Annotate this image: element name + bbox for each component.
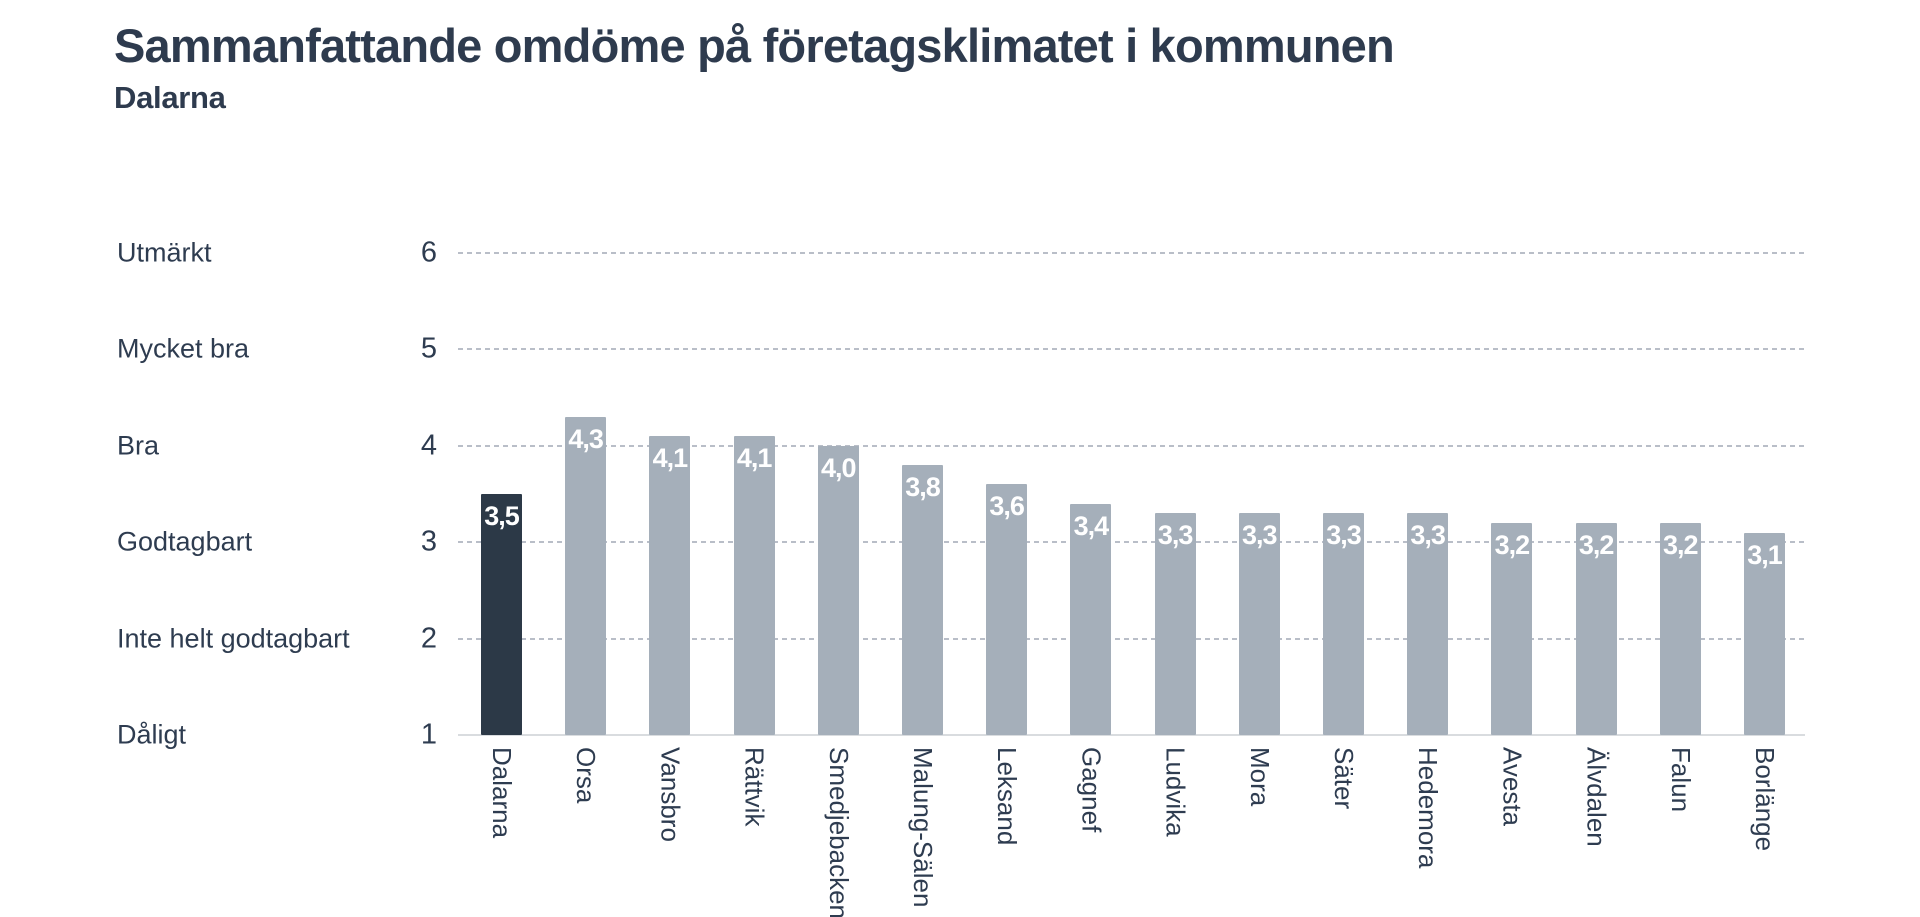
- bar-gagnef: 3,4: [1070, 503, 1112, 735]
- bar-orsa: 4,3: [565, 416, 607, 735]
- bar-value-label: 3,2: [1494, 529, 1531, 560]
- gridline: [458, 252, 1805, 254]
- bar-value-label: 3,8: [905, 472, 941, 503]
- bar-value-label: 3,1: [1747, 539, 1783, 570]
- bar-leksand: 3,6: [986, 484, 1028, 735]
- y-axis-rating-label: Utmärkt: [117, 237, 212, 268]
- bar-value-label: 3,4: [1073, 510, 1110, 541]
- bar-r-ttvik: 4,1: [733, 436, 775, 735]
- page-subtitle: Dalarna: [114, 80, 226, 115]
- bar-ludvika: 3,3: [1154, 513, 1196, 735]
- gridline: [458, 637, 1805, 640]
- x-axis-label: Avesta: [1497, 747, 1528, 827]
- x-axis-label: Falun: [1665, 747, 1696, 813]
- bar-value-label: 4,1: [652, 443, 689, 474]
- x-axis-label: Älvdalen: [1581, 747, 1612, 847]
- bar-malung-s-len: 3,8: [902, 465, 943, 735]
- bar-value-label: 3,3: [1157, 520, 1194, 551]
- bar-falun: 3,2: [1659, 522, 1701, 735]
- y-axis-rating-label: Bra: [117, 430, 160, 461]
- x-axis-label: Orsa: [571, 747, 602, 804]
- bar-dalarna: 3,5: [481, 494, 522, 735]
- bar-value-label: 3,5: [484, 501, 520, 531]
- bar-value-label: 3,3: [1242, 520, 1278, 551]
- bar-value-label: 4,1: [736, 443, 773, 474]
- bar-avesta: 3,2: [1491, 522, 1533, 735]
- bar-mora: 3,3: [1238, 513, 1280, 735]
- y-axis-rating-label: Mycket bra: [117, 333, 250, 364]
- y-axis-tick: 6: [420, 236, 437, 269]
- bar-value-label: 4,0: [821, 452, 857, 483]
- y-axis-rating-label: Godtagbart: [117, 526, 253, 557]
- x-axis-label: Säter: [1329, 747, 1359, 810]
- x-axis-label: Borlänge: [1750, 747, 1780, 852]
- x-axis-label: Rättvik: [739, 747, 770, 827]
- x-axis-label: Leksand: [992, 747, 1023, 846]
- y-axis-tick: 4: [420, 429, 437, 462]
- y-axis-tick: 3: [420, 525, 437, 558]
- x-axis-label: Vansbro: [655, 747, 686, 842]
- x-axis-label: Smedjebacken: [823, 747, 854, 917]
- bar-value-label: 3,2: [1663, 529, 1699, 560]
- bar-value-label: 3,2: [1578, 529, 1615, 560]
- x-axis-label: Mora: [1244, 747, 1275, 807]
- x-axis-baseline: [458, 734, 1805, 736]
- bar-value-label: 3,3: [1326, 520, 1362, 551]
- y-axis-tick: 1: [420, 718, 437, 751]
- bar-s-ter: 3,3: [1323, 513, 1364, 735]
- bar-borl-nge: 3,1: [1744, 532, 1785, 735]
- bar-hedemora: 3,3: [1407, 513, 1449, 735]
- gridline: [458, 444, 1805, 447]
- y-axis-tick: 5: [420, 332, 437, 365]
- y-axis-rating-label: Dåligt: [117, 719, 187, 750]
- y-axis-tick: 2: [420, 622, 437, 655]
- bar--lvdalen: 3,2: [1575, 522, 1617, 735]
- gridline: [458, 541, 1805, 544]
- bar-value-label: 3,6: [989, 491, 1025, 522]
- y-axis-rating-label: Inte helt godtagbart: [117, 623, 350, 654]
- x-axis-label: Ludvika: [1160, 747, 1191, 837]
- bar-value-label: 3,3: [1410, 520, 1446, 551]
- bar-value-label: 4,3: [568, 423, 604, 454]
- x-axis-label: Gagnef: [1076, 747, 1107, 833]
- bar-smedjebacken: 4,0: [817, 445, 859, 735]
- x-axis-label: Hedemora: [1413, 747, 1444, 869]
- gridline: [458, 348, 1805, 351]
- page-title: Sammanfattande omdöme på företagsklimate…: [114, 19, 1395, 72]
- x-axis-label: Dalarna: [487, 747, 517, 839]
- bar-vansbro: 4,1: [649, 436, 691, 735]
- x-axis-label: Malung-Sälen: [908, 747, 938, 908]
